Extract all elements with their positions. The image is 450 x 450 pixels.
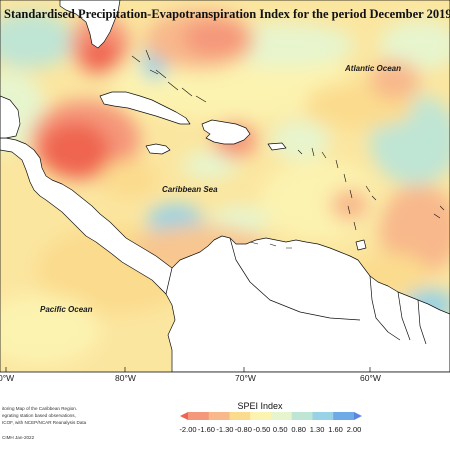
- legend-swatch: [271, 412, 293, 420]
- credit-line: ICOF, with NCEP/NCAR Reanalysis Data: [2, 420, 87, 425]
- guianas-borders: [369, 275, 427, 345]
- legend-swatch: [229, 412, 251, 420]
- credits: itoring Map of the Caribbean Region. egr…: [2, 406, 87, 440]
- pacific-ocean-label: Pacific Ocean: [40, 305, 93, 314]
- longitude-label: 80°W: [115, 373, 136, 383]
- hispaniola-landmass: [201, 119, 251, 145]
- legend-swatch: [180, 412, 188, 420]
- legend-tick-label: 0.50: [273, 425, 288, 434]
- coastlines: [0, 0, 450, 372]
- legend-swatch: [333, 412, 355, 420]
- legend-tick-label: -0.80: [235, 425, 252, 434]
- legend-swatch: [354, 412, 362, 420]
- longitude-label: 0°W: [0, 373, 14, 383]
- longitude-label: 70°W: [235, 373, 256, 383]
- legend-tick-label: -0.50: [253, 425, 270, 434]
- legend-swatch: [250, 412, 272, 420]
- legend-swatch: [291, 412, 313, 420]
- florida-landmass: [59, 0, 121, 49]
- legend-tick-label: 1.30: [310, 425, 325, 434]
- atlantic-ocean-label: Atlantic Ocean: [344, 64, 401, 73]
- legend-swatch: [208, 412, 230, 420]
- credit-line: egrating station based observations,: [2, 413, 76, 418]
- legend-swatch: [188, 412, 210, 420]
- legend-tick-labels: -2.00 -1.60 -1.30 -0.80 -0.50 0.50 0.80 1.30 1.6…: [179, 425, 361, 434]
- legend-tick-label: 0.80: [291, 425, 306, 434]
- legend-tick-label: -1.60: [198, 425, 215, 434]
- longitude-axis: [5, 367, 371, 372]
- spei-legend: SPEI Index -2.00 -1.60 -1.30 -0.80 -0.50 0.50…: [179, 401, 362, 434]
- central-america-landmass: [0, 137, 173, 295]
- caribbean-sea-label: Caribbean Sea: [162, 185, 218, 194]
- legend-title: SPEI Index: [237, 401, 283, 411]
- legend-tick-label: 1.60: [328, 425, 343, 434]
- legend-colorbar: [180, 412, 362, 420]
- credit-line: CIMH Jan-2022: [2, 435, 35, 440]
- legend-tick-label: -1.30: [216, 425, 233, 434]
- map-border: [0, 0, 450, 373]
- cuba-landmass: [99, 91, 191, 125]
- yucatan-landmass: [0, 95, 21, 139]
- legend-tick-label: 2.00: [347, 425, 362, 434]
- small-islands: [131, 49, 445, 249]
- longitude-label: 60°W: [360, 373, 381, 383]
- map-title: Standardised Precipitation-Evapotranspir…: [4, 7, 450, 21]
- legend-tick-label: -2.00: [179, 425, 196, 434]
- jamaica-landmass: [145, 143, 171, 155]
- spei-shading: [0, 0, 450, 372]
- credit-line: itoring Map of the Caribbean Region.: [2, 406, 77, 411]
- legend-swatch: [312, 412, 334, 420]
- venezuela-border: [229, 237, 361, 321]
- trinidad-landmass: [355, 239, 367, 251]
- puerto-rico-landmass: [267, 142, 287, 151]
